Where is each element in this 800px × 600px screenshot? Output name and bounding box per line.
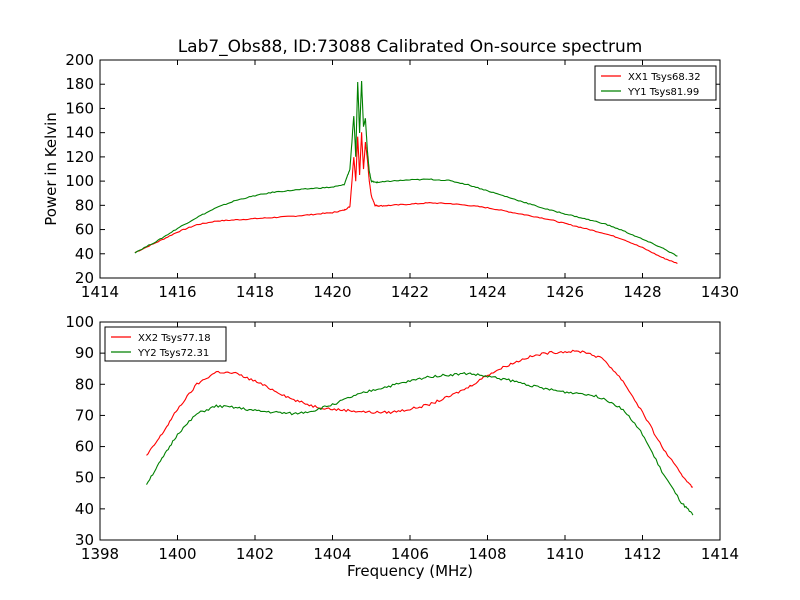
x-tick-label: 1428 (623, 283, 661, 301)
y-axis-label: Power in Kelvin (42, 112, 60, 226)
y-tick-label: 120 (65, 148, 94, 166)
y-tick-label: 60 (75, 438, 94, 456)
y-tick-label: 100 (65, 313, 94, 331)
y-tick-label: 140 (65, 124, 94, 142)
y-tick-label: 30 (75, 531, 94, 549)
y-tick-label: 90 (75, 344, 94, 362)
y-tick-label: 80 (75, 375, 94, 393)
x-tick-label: 1402 (236, 545, 274, 563)
legend-label: XX2 Tsys77.18 (138, 333, 211, 344)
x-tick-label: 1424 (468, 283, 506, 301)
legend-box (104, 326, 227, 362)
legend-box (594, 65, 717, 101)
x-tick-label: 1416 (158, 283, 196, 301)
plot-bottom: 1398 1400 1402 1404 1406 1408 1410 1412 1414 30 40… (65, 313, 739, 563)
legend-label: XX1 Tsys68.32 (628, 72, 701, 83)
y-tick-label: 50 (75, 469, 94, 487)
x-tick-label: 1426 (546, 283, 584, 301)
x-tick-label: 1408 (468, 545, 506, 563)
x-tick-label: 1400 (158, 545, 196, 563)
chart-title: Lab7_Obs88, ID:73088 Calibrated On-sourc… (178, 37, 643, 57)
x-tick-label: 1422 (391, 283, 429, 301)
y-tick-label: 200 (65, 51, 94, 69)
y-tick-label: 80 (75, 196, 94, 214)
series-line (146, 349, 693, 488)
x-tick-label: 1412 (623, 545, 661, 563)
series-line (146, 372, 694, 516)
x-tick-label: 1414 (81, 283, 119, 301)
y-tick-label: 70 (75, 406, 94, 424)
y-tick-label: 40 (75, 245, 94, 263)
x-tick-label: 1418 (236, 283, 274, 301)
series-line (134, 80, 678, 257)
x-tick-label: 1420 (313, 283, 351, 301)
y-tick-label: 40 (75, 500, 94, 518)
x-tick-label: 1406 (391, 545, 429, 563)
x-tick-label: 1404 (313, 545, 351, 563)
x-tick-label: 1414 (701, 545, 739, 563)
x-tick-label: 1410 (546, 545, 584, 563)
legend: XX1 Tsys68.32 YY1 Tsys81.99 (594, 65, 717, 101)
y-tick-label: 20 (75, 269, 94, 287)
legend: XX2 Tsys77.18 YY2 Tsys72.31 (104, 326, 227, 362)
series-line (134, 132, 678, 264)
y-tick-label: 180 (65, 75, 94, 93)
x-axis-label: Frequency (MHz) (347, 562, 473, 580)
y-tick-label: 100 (65, 172, 94, 190)
legend-label: YY2 Tsys72.31 (137, 348, 209, 359)
legend-label: YY1 Tsys81.99 (627, 87, 699, 98)
y-tick-label: 60 (75, 221, 94, 239)
x-tick-label: 1430 (701, 283, 739, 301)
plot-top: 1414 1416 1418 1420 1422 1424 1426 1428 1430 20 40… (65, 51, 739, 301)
y-tick-label: 160 (65, 99, 94, 117)
x-tick-label: 1398 (81, 545, 119, 563)
